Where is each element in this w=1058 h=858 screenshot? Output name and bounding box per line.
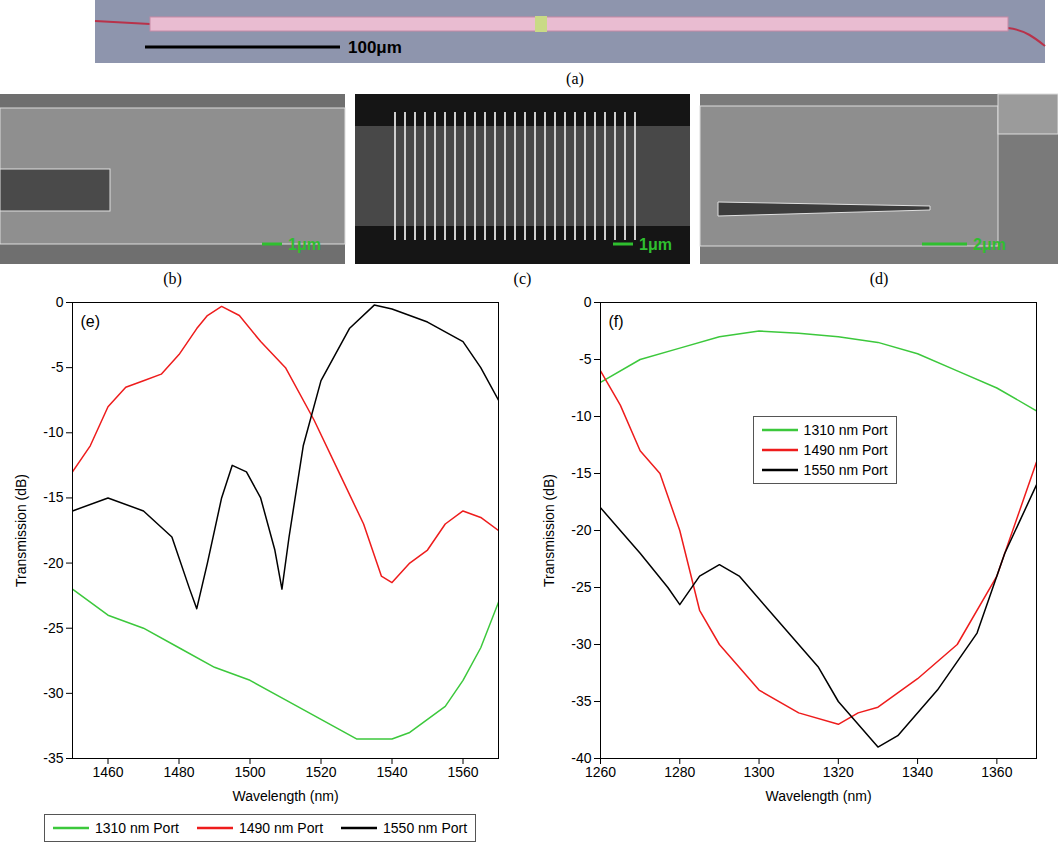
svg-text:1560: 1560	[447, 764, 478, 780]
svg-text:-35: -35	[43, 750, 63, 766]
svg-text:(b): (b)	[163, 270, 182, 288]
svg-text:100μm: 100μm	[348, 38, 402, 57]
svg-text:1260: 1260	[585, 764, 616, 780]
html-text:1550 nm Port: 1550 nm Port	[803, 462, 888, 478]
html-text:1550 nm Port: 1550 nm Port	[383, 820, 468, 836]
svg-text:Transmission (dB): Transmission (dB)	[13, 474, 29, 587]
svg-text:1480: 1480	[163, 764, 194, 780]
svg-text:1520: 1520	[305, 764, 336, 780]
svg-text:-30: -30	[43, 685, 63, 701]
svg-text:-10: -10	[43, 424, 63, 440]
svg-text:(f): (f)	[609, 313, 624, 330]
svg-text:-40: -40	[571, 750, 592, 766]
svg-text:1μm: 1μm	[639, 236, 672, 253]
svg-text:Wavelength (nm): Wavelength (nm)	[765, 788, 871, 804]
svg-text:-15: -15	[43, 489, 63, 505]
svg-text:-25: -25	[571, 579, 591, 595]
svg-text:2μm: 2μm	[973, 236, 1006, 253]
svg-text:(d): (d)	[870, 270, 889, 288]
svg-text:-20: -20	[43, 555, 63, 571]
svg-text:-10: -10	[571, 408, 591, 424]
svg-text:1300: 1300	[743, 764, 774, 780]
svg-text:-15: -15	[571, 465, 591, 481]
html-text:1490 nm Port: 1490 nm Port	[803, 442, 888, 458]
svg-text:-20: -20	[571, 522, 591, 538]
svg-text:1280: 1280	[664, 764, 695, 780]
html-text:1490 nm Port: 1490 nm Port	[239, 820, 323, 836]
svg-text:-30: -30	[571, 636, 591, 652]
svg-text:0: 0	[584, 294, 592, 310]
svg-text:1320: 1320	[823, 764, 854, 780]
svg-text:Wavelength (nm): Wavelength (nm)	[232, 788, 338, 804]
svg-text:1500: 1500	[234, 764, 265, 780]
svg-text:-25: -25	[43, 620, 63, 636]
svg-text:Transmission (dB): Transmission (dB)	[541, 474, 557, 587]
html-text:1310 nm Port: 1310 nm Port	[803, 422, 888, 438]
svg-text:1340: 1340	[902, 764, 933, 780]
svg-text:0: 0	[56, 294, 64, 310]
svg-text:-5: -5	[579, 351, 592, 367]
svg-text:(c): (c)	[514, 270, 532, 288]
svg-text:1540: 1540	[376, 764, 407, 780]
svg-text:1460: 1460	[92, 764, 123, 780]
svg-text:1μm: 1μm	[288, 236, 321, 253]
svg-text:1360: 1360	[981, 764, 1012, 780]
svg-text:(a): (a)	[566, 70, 584, 88]
svg-text:-35: -35	[571, 693, 591, 709]
svg-text:-5: -5	[51, 359, 64, 375]
html-text:1310 nm Port: 1310 nm Port	[94, 820, 179, 836]
svg-text:(e): (e)	[81, 313, 101, 330]
